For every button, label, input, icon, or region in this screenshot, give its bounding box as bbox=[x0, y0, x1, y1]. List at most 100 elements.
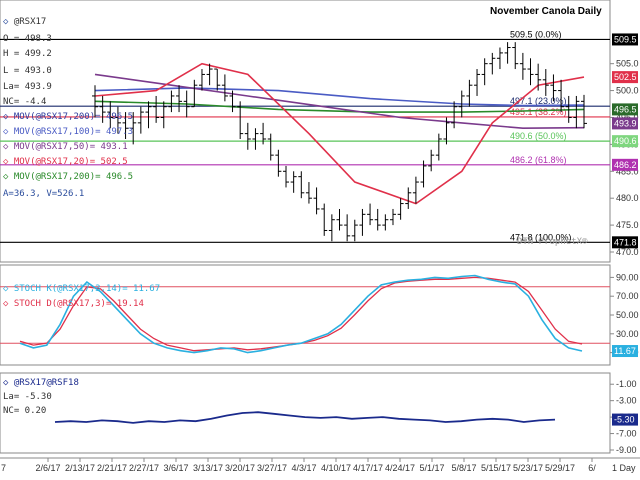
price-bar bbox=[565, 95, 572, 123]
price-bar bbox=[496, 47, 503, 70]
fib-level-label: 509.5 (0.0%) bbox=[510, 29, 562, 39]
price-bar bbox=[428, 149, 435, 172]
spread-legend-label: ◇ @RSX17@RSF18 bbox=[3, 378, 79, 388]
price-bar bbox=[451, 101, 458, 129]
price-bar bbox=[389, 208, 396, 226]
price-bar bbox=[214, 68, 221, 91]
price-bar bbox=[145, 101, 152, 129]
price-bar bbox=[107, 101, 114, 129]
price-bar bbox=[206, 63, 213, 86]
price-bar bbox=[160, 101, 167, 129]
price-bar bbox=[244, 122, 251, 150]
ma-legend-label: ◇ MOV(@RSX17,200)= 496.5 bbox=[3, 172, 133, 182]
spread-tag: -5.30 bbox=[612, 413, 638, 426]
price-bar bbox=[321, 203, 328, 236]
price-bar bbox=[573, 95, 580, 129]
ma-legend-entry: ◇ MOV(@RSX17,100)= 497.3 bbox=[3, 127, 133, 137]
price-bar bbox=[474, 69, 481, 96]
x-tick-label: 3/20/17 bbox=[225, 463, 255, 473]
spread-y-tick-label: -7.00 bbox=[616, 429, 637, 439]
price-bar bbox=[512, 42, 519, 70]
price-tag: 509.5 bbox=[612, 33, 638, 46]
price-bar bbox=[412, 176, 419, 204]
x-tick-label: 2/6/17 bbox=[35, 463, 60, 473]
price-bar bbox=[374, 208, 381, 231]
x-tick-label: 4/10/17 bbox=[321, 463, 351, 473]
price-tag-box bbox=[612, 33, 638, 46]
spread-y-tick-label: -3.00 bbox=[616, 396, 637, 406]
watermark: DTN ProphetX® bbox=[517, 237, 588, 247]
stoch-y-tick-label: 50.00 bbox=[616, 310, 639, 320]
price-bar bbox=[130, 112, 137, 145]
x-tick-label: 4/17/17 bbox=[353, 463, 383, 473]
price-bar bbox=[558, 79, 565, 113]
price-tag: 486.2 bbox=[612, 158, 638, 171]
symbol-label: ◇ @RSX17 bbox=[3, 17, 46, 27]
price-bar bbox=[504, 42, 511, 64]
x-tick-label: 5/1/17 bbox=[419, 463, 444, 473]
price-bar bbox=[458, 90, 465, 118]
stoch-y-tick-label: 30.00 bbox=[616, 329, 639, 339]
ma-legend-entry: ◇ MOV(@RSX17,200)= 496.5 bbox=[3, 112, 133, 122]
price-bar bbox=[382, 214, 389, 231]
x-tick-label: 4/3/17 bbox=[291, 463, 316, 473]
price-tag-label: 490.6 bbox=[614, 136, 637, 146]
price-bar bbox=[290, 171, 297, 193]
ma-legend-label: ◇ MOV(@RSX17,100)= 497.3 bbox=[3, 127, 133, 137]
readout-open: O = 498.3 bbox=[3, 34, 52, 44]
price-tag: 493.9 bbox=[612, 117, 638, 130]
price-bar bbox=[183, 90, 190, 118]
price-tag-label: 502.5 bbox=[614, 72, 637, 82]
price-bar bbox=[344, 214, 351, 242]
price-tag-box bbox=[612, 135, 638, 148]
price-bar bbox=[168, 90, 175, 113]
stoch-y-tick-label: 70.00 bbox=[616, 291, 639, 301]
price-bar bbox=[114, 106, 121, 134]
spread-y-tick-label: -9.00 bbox=[616, 445, 637, 455]
ma-50-line bbox=[94, 73, 585, 130]
price-bar bbox=[466, 79, 473, 107]
stoch-tag-label: 11.67 bbox=[614, 346, 636, 356]
price-tag-box bbox=[612, 103, 638, 116]
price-bar bbox=[519, 52, 526, 80]
price-bar bbox=[153, 95, 160, 123]
price-bar bbox=[435, 133, 442, 161]
price-bar bbox=[481, 58, 488, 86]
x-tick-label: 5/29/17 bbox=[545, 463, 575, 473]
price-bar bbox=[122, 112, 129, 139]
fib-level-label: 490.6 (50.0%) bbox=[510, 131, 567, 141]
price-tag-label: 493.9 bbox=[614, 118, 637, 128]
price-bar bbox=[176, 85, 183, 113]
fib-level-label: 471.8 (100.0%) bbox=[510, 232, 572, 242]
price-bar bbox=[328, 214, 335, 242]
price-tag-label: 471.8 bbox=[614, 237, 637, 247]
ma-legend-entry: ◇ MOV(@RSX17,200)= 496.5 bbox=[3, 172, 133, 182]
spread-tag-label: -5.30 bbox=[614, 415, 635, 425]
fib-level-label: 497.1 (23.0%) bbox=[510, 96, 567, 106]
price-bar bbox=[283, 165, 290, 188]
price-tag-label: 496.5 bbox=[614, 104, 637, 114]
ma-legend-entry: ◇ MOV(@RSX17,20)= 502.5 bbox=[3, 157, 128, 167]
price-bar bbox=[275, 149, 282, 177]
spread-panel-frame bbox=[0, 372, 611, 454]
price-bar bbox=[260, 122, 267, 145]
spread-readout-nc: NC= 0.20 bbox=[3, 406, 46, 416]
fib-level-label: 495.1 (38.2%) bbox=[510, 107, 567, 117]
x-tick-label: 3/13/17 bbox=[193, 463, 223, 473]
price-bar bbox=[489, 52, 496, 75]
price-bar bbox=[229, 90, 236, 113]
chart-title: November Canola Daily bbox=[490, 6, 602, 17]
price-bar bbox=[581, 94, 587, 129]
fib-level-label: 486.2 (61.8%) bbox=[510, 155, 567, 165]
price-tag: 502.5 bbox=[612, 71, 638, 84]
x-tick-label: 5/23/17 bbox=[513, 463, 543, 473]
price-bar bbox=[198, 69, 205, 91]
price-bar bbox=[542, 69, 549, 96]
stoch-panel-frame bbox=[0, 264, 611, 366]
price-tag: 471.8 bbox=[612, 236, 638, 249]
price-bar bbox=[550, 74, 557, 102]
spread-tag-box bbox=[612, 413, 638, 426]
readout-net-change: NC= -4.4 bbox=[3, 97, 46, 107]
price-tag-label: 509.5 bbox=[614, 34, 637, 44]
